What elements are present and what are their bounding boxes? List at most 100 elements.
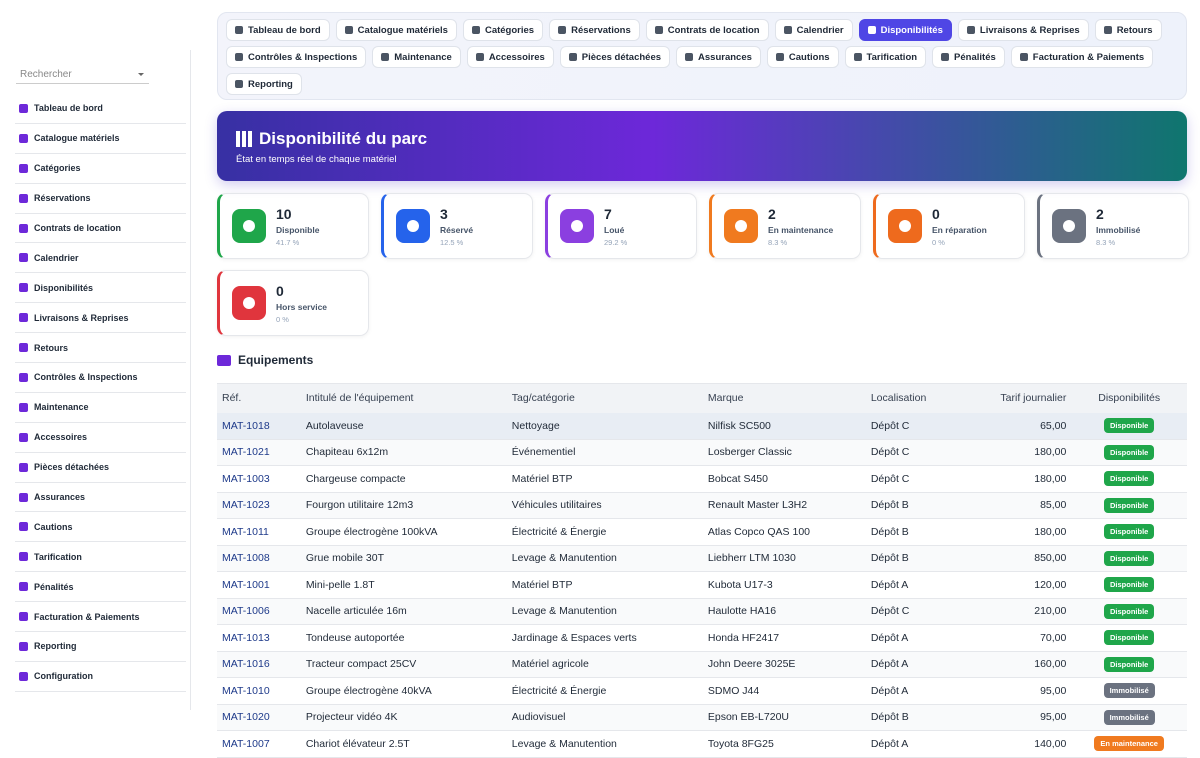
status-badge: Immobilisé bbox=[1103, 683, 1155, 699]
tab[interactable]: Calendrier bbox=[774, 19, 853, 41]
ref-cell: MAT-1020 bbox=[217, 704, 301, 731]
table-row[interactable]: MAT-1001 Mini-pelle 1.8T Matériel BTP Kubot… bbox=[217, 571, 1187, 599]
sidebar-item[interactable]: Reporting bbox=[15, 632, 186, 662]
table-row[interactable]: MAT-1007 Chariot élévateur 2.5T Levage & M… bbox=[217, 730, 1187, 758]
sidebar-item[interactable]: Calendrier bbox=[15, 243, 186, 274]
table-row[interactable]: MAT-1013 Tondeuse autoportée Jardinage & E… bbox=[217, 624, 1187, 652]
table-cell: Fourgon utilitaire 12m3 bbox=[300, 492, 507, 519]
table-cell: Dépôt B bbox=[865, 545, 961, 572]
tab[interactable]: Accessoires bbox=[466, 46, 554, 68]
table-row[interactable]: MAT-1021 Chapiteau 6x12m Événementiel Losbe… bbox=[217, 439, 1187, 466]
sidebar-item[interactable]: Maintenance bbox=[15, 393, 186, 423]
tab-label: Contrats de location bbox=[667, 24, 760, 36]
sidebar-label: Retours bbox=[34, 342, 69, 353]
sidebar-item[interactable]: Contrôles & Inspections bbox=[15, 363, 186, 393]
sidebar-item[interactable]: Contrats de location bbox=[15, 214, 186, 244]
table-row[interactable]: MAT-1006 Nacelle articulée 16m Levage & Ma… bbox=[217, 598, 1187, 625]
icon bbox=[19, 313, 28, 323]
table-cell: Nettoyage bbox=[506, 412, 703, 440]
sidebar-item[interactable]: Pénalités bbox=[15, 572, 186, 603]
stat-card: 7 Loué 29.2 % bbox=[545, 193, 697, 259]
tab[interactable]: Reporting bbox=[226, 73, 302, 95]
status-cell: Disponible bbox=[1071, 492, 1187, 519]
table-cell: 65,00 bbox=[960, 412, 1072, 440]
column-header: Localisation bbox=[865, 383, 961, 413]
grid-icon bbox=[236, 131, 252, 147]
sidebar-item[interactable]: Disponibilités bbox=[15, 273, 186, 304]
table-cell: Électricité & Énergie bbox=[506, 518, 703, 546]
table-row[interactable]: MAT-1018 Autolaveuse Nettoyage Nilfisk SC50… bbox=[217, 412, 1187, 440]
table-cell: Jardinage & Espaces verts bbox=[506, 624, 703, 652]
sidebar-label: Configuration bbox=[34, 671, 93, 682]
table-cell: 210,00 bbox=[960, 598, 1072, 625]
sidebar-item[interactable]: Pièces détachées bbox=[15, 453, 186, 483]
status-badge: Immobilisé bbox=[1103, 709, 1155, 725]
tab[interactable]: Catalogue matériels bbox=[335, 19, 457, 41]
table-cell: 180,00 bbox=[960, 439, 1072, 466]
search-select[interactable]: Rechercher bbox=[16, 66, 149, 84]
sidebar-label: Assurances bbox=[34, 492, 86, 503]
tab[interactable]: Contrôles & Inspections bbox=[226, 46, 367, 68]
icon bbox=[19, 582, 28, 592]
icon bbox=[471, 26, 480, 34]
sidebar-item[interactable]: Catalogue matériels bbox=[15, 124, 186, 154]
table-cell: 850,00 bbox=[960, 545, 1072, 572]
sidebar-item[interactable]: Tableau de bord bbox=[15, 94, 186, 124]
table-row[interactable]: MAT-1016 Tracteur compact 25CV Matériel ag… bbox=[217, 651, 1187, 678]
icon bbox=[19, 163, 28, 173]
table-cell: Chargeuse compacte bbox=[300, 465, 507, 493]
tab[interactable]: Pénalités bbox=[932, 46, 1005, 68]
status-cell: En maintenance bbox=[1071, 730, 1187, 758]
stat-icon bbox=[724, 209, 758, 243]
sidebar-item[interactable]: Assurances bbox=[15, 483, 186, 513]
status-badge: En maintenance bbox=[1094, 736, 1164, 752]
tab[interactable]: Réservations bbox=[549, 19, 640, 41]
stat-label: En maintenance bbox=[768, 225, 834, 235]
status-cell: Disponible bbox=[1071, 439, 1187, 466]
tab[interactable]: Disponibilités bbox=[858, 19, 952, 41]
sidebar-item[interactable]: Catégories bbox=[15, 154, 186, 184]
table-cell: Matériel BTP bbox=[506, 465, 703, 493]
table-row[interactable]: MAT-1023 Fourgon utilitaire 12m3 Véhicules… bbox=[217, 492, 1187, 519]
tab[interactable]: Facturation & Paiements bbox=[1010, 46, 1154, 68]
table-row[interactable]: MAT-1011 Groupe électrogène 100kVA Électri… bbox=[217, 518, 1187, 546]
banner-title: Disponibilité du parc bbox=[259, 129, 428, 148]
status-cell: Disponible bbox=[1071, 571, 1187, 599]
sidebar-item[interactable]: Accessoires bbox=[15, 423, 186, 453]
tab[interactable]: Tableau de bord bbox=[226, 19, 330, 41]
status-badge: Disponible bbox=[1104, 497, 1155, 513]
tab[interactable]: Catégories bbox=[462, 19, 544, 41]
stat-value: 0 bbox=[932, 206, 940, 222]
tab[interactable]: Livraisons & Reprises bbox=[957, 19, 1089, 41]
sidebar-item[interactable]: Livraisons & Reprises bbox=[15, 303, 186, 334]
tab[interactable]: Pièces détachées bbox=[559, 46, 671, 68]
equipment-table: Réf. Intitulé de l'équipement Tag/catégori… bbox=[217, 383, 1187, 758]
sidebar-item[interactable]: Réservations bbox=[15, 184, 186, 214]
table-row[interactable]: MAT-1008 Grue mobile 30T Levage & Manutent… bbox=[217, 545, 1187, 572]
tab[interactable]: Maintenance bbox=[372, 46, 461, 68]
tab[interactable]: Assurances bbox=[676, 46, 761, 68]
sidebar-item[interactable]: Cautions bbox=[15, 512, 186, 543]
tab-label: Retours bbox=[1116, 24, 1153, 36]
tab[interactable]: Tarification bbox=[844, 46, 927, 68]
icon bbox=[853, 53, 862, 61]
sidebar-label: Accessoires bbox=[34, 432, 88, 443]
table-row[interactable]: MAT-1010 Groupe électrogène 40kVA Électric… bbox=[217, 677, 1187, 705]
sidebar-item[interactable]: Facturation & Paiements bbox=[15, 602, 186, 633]
status-badge: Disponible bbox=[1104, 550, 1155, 566]
sidebar-item[interactable]: Tarification bbox=[15, 542, 186, 573]
tab[interactable]: Cautions bbox=[766, 46, 839, 68]
table-row[interactable]: MAT-1020 Projecteur vidéo 4K Audiovisuel Ep… bbox=[217, 704, 1187, 731]
tab[interactable]: Contrats de location bbox=[645, 19, 769, 41]
stat-label: Loué bbox=[604, 225, 625, 235]
sidebar-item[interactable]: Retours bbox=[15, 333, 186, 364]
icon bbox=[19, 253, 28, 263]
stat-label: Hors service bbox=[276, 302, 328, 312]
tab[interactable]: Retours bbox=[1094, 19, 1162, 41]
sidebar-item[interactable]: Configuration bbox=[15, 662, 186, 692]
icon bbox=[235, 26, 243, 34]
table-row[interactable]: MAT-1003 Chargeuse compacte Matériel BTP Bo… bbox=[217, 465, 1187, 493]
stat-percent: 8.3 % bbox=[768, 238, 788, 247]
banner-subtitle: État en temps réel de chaque matériel bbox=[236, 154, 397, 165]
stat-percent: 29.2 % bbox=[604, 238, 628, 247]
